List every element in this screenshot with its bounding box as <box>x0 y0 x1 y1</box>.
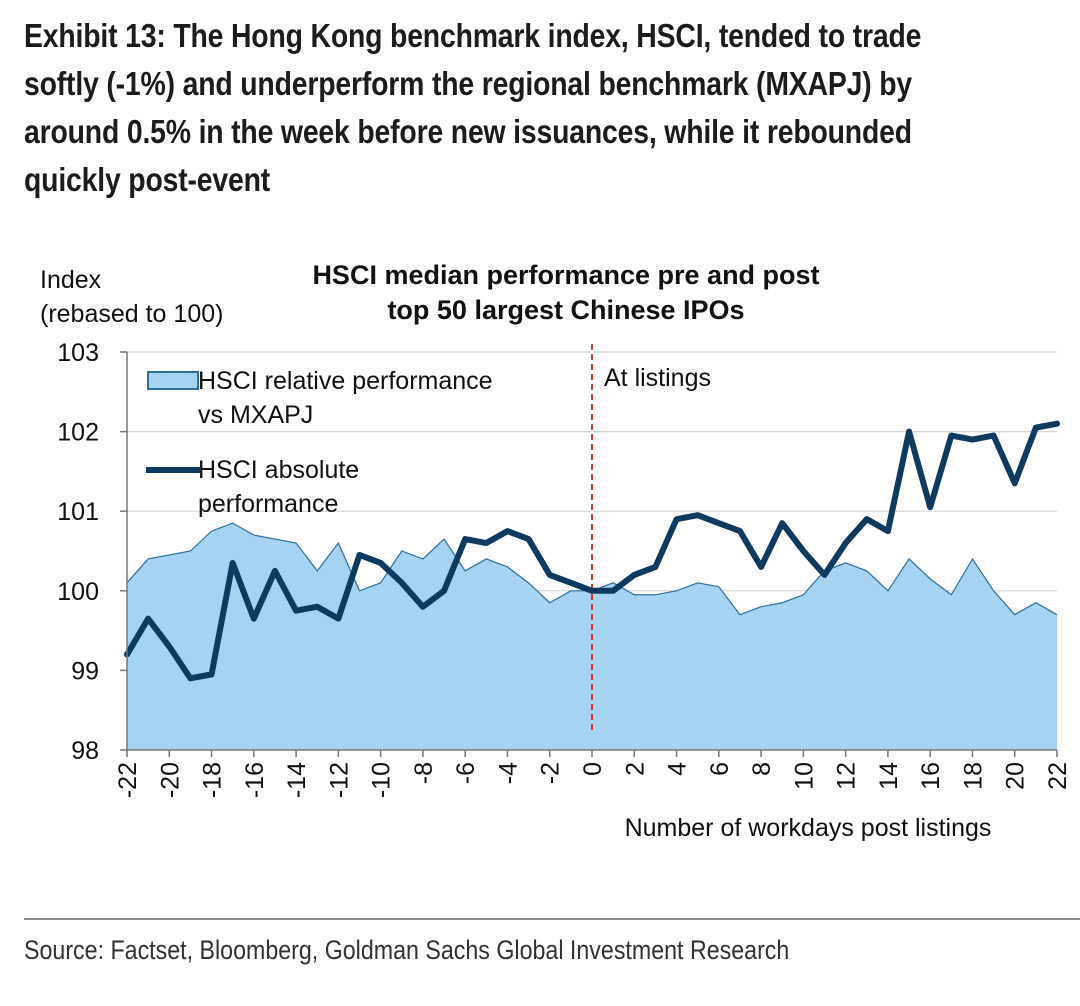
x-tick-labels: -22 -20 -18 -16 -14 -12 -10 -8 -6 -4 -2 0 2 4 6 8 10 12 14… <box>114 762 1072 798</box>
x-tick-label: -22 <box>114 762 142 798</box>
y-tick-label: 102 <box>57 419 99 447</box>
x-tick-label: 22 <box>1044 762 1072 790</box>
legend-label-absolute-line-1: HSCI absolute <box>198 456 359 484</box>
x-tick-label: 0 <box>579 762 607 776</box>
x-tick-label: -14 <box>283 762 311 798</box>
legend: HSCI relative performance vs MXAPJ HSCI … <box>146 367 493 518</box>
y-axis-label-line-1: Index <box>40 266 102 294</box>
chart-title-line-1: HSCI median performance pre and post <box>312 260 819 290</box>
x-tick-label: -4 <box>494 762 522 784</box>
x-tick-label: 12 <box>833 762 861 790</box>
source-note: Source: Factset, Bloomberg, Goldman Sach… <box>24 935 790 965</box>
x-tick-label: -8 <box>410 762 438 784</box>
x-tick-label: -20 <box>156 762 184 798</box>
x-tick-label: -10 <box>368 762 396 798</box>
x-tick-label: 18 <box>959 762 987 790</box>
y-tick-labels: 98 99 100 101 102 103 <box>57 339 99 765</box>
listing-marker: At listings <box>591 344 711 732</box>
y-axis-label-line-2: (rebased to 100) <box>40 300 223 328</box>
y-tick-label: 98 <box>71 737 99 765</box>
chart: HSCI median performance pre and post top… <box>0 250 1080 870</box>
x-axis-label: Number of workdays post listings <box>625 814 992 842</box>
legend-label-relative-line-1: HSCI relative performance <box>198 367 493 395</box>
listing-annotation: At listings <box>604 364 711 392</box>
x-tick-label: 2 <box>621 762 649 776</box>
x-tick-label: 4 <box>664 762 692 776</box>
legend-label-absolute-line-2: performance <box>198 490 338 518</box>
footer-divider <box>24 918 1080 920</box>
x-tick-label: -18 <box>199 762 227 798</box>
x-tick-label: 8 <box>748 762 776 776</box>
exhibit-title: Exhibit 13: The Hong Kong benchmark inde… <box>24 17 929 198</box>
x-tick-label: 14 <box>875 762 903 790</box>
y-tick-label: 100 <box>57 578 99 606</box>
absolute-performance-line <box>124 420 1060 682</box>
axes <box>120 351 1058 757</box>
x-tick-label: -6 <box>452 762 480 784</box>
legend-swatch-relative <box>147 371 199 390</box>
legend-label-relative-line-2: vs MXAPJ <box>198 401 313 429</box>
x-tick-label: -2 <box>537 762 565 784</box>
y-tick-label: 103 <box>57 339 99 367</box>
absolute-line-path <box>124 420 1060 682</box>
x-tick-label: 10 <box>790 762 818 790</box>
x-tick-label: -16 <box>241 762 269 798</box>
y-tick-label: 99 <box>71 657 99 685</box>
x-tick-label: -12 <box>325 762 353 798</box>
y-tick-label: 101 <box>57 498 99 526</box>
x-tick-label: 6 <box>706 762 734 776</box>
chart-title-line-2: top 50 largest Chinese IPOs <box>387 295 744 325</box>
chart-svg: HSCI median performance pre and post top… <box>40 260 1072 842</box>
x-tick-label: 20 <box>1002 762 1030 790</box>
x-tick-label: 16 <box>917 762 945 790</box>
